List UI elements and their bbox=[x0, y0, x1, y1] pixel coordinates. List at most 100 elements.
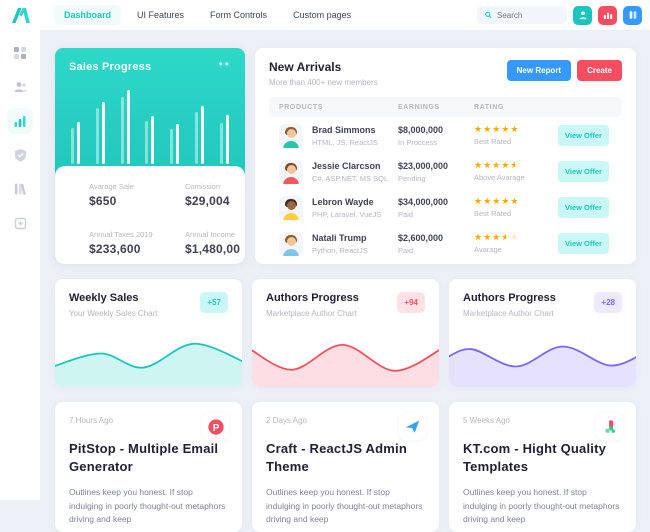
stat-label: Avarage Sale bbox=[89, 182, 134, 191]
menu-item-ui-features[interactable]: UI Features bbox=[137, 10, 185, 20]
avatar bbox=[279, 123, 303, 148]
article-title[interactable]: Craft - ReactJS Admin Theme bbox=[266, 441, 407, 475]
sidebar-item-dashboard[interactable] bbox=[7, 40, 33, 66]
view-offer-button[interactable]: View Offer bbox=[558, 233, 609, 254]
sidebar-item-new-file[interactable] bbox=[7, 210, 33, 236]
sidebar-item-library[interactable] bbox=[7, 176, 33, 202]
article-title[interactable]: KT.com - Hight Quality Templates bbox=[463, 441, 607, 475]
article-card-ktcom[interactable]: 5 Weeks Ago KT.com - Hight Quality Templ… bbox=[449, 402, 636, 532]
column-earnings: EARNINGS bbox=[398, 103, 440, 111]
menu-item-form-controls[interactable]: Form Controls bbox=[210, 10, 268, 20]
sidebar-item-users[interactable] bbox=[7, 74, 33, 100]
star-rating-icon: ★★★★★★ bbox=[474, 160, 520, 170]
card-title: Authors Progress bbox=[463, 292, 556, 304]
search-box[interactable] bbox=[477, 6, 567, 24]
stat-annual-income: Annual Income $1,480,00 bbox=[185, 230, 245, 265]
search-icon bbox=[485, 11, 492, 19]
authors-progress-card-2: Authors Progress Marketplace Author Char… bbox=[449, 279, 636, 387]
article-time: 5 Weeks Ago bbox=[463, 416, 510, 425]
sidebar-item-security[interactable] bbox=[7, 142, 33, 168]
sidebar bbox=[0, 30, 40, 500]
new-arrivals-subtitle: More than 400+ new members bbox=[269, 78, 378, 87]
stats-quick-button[interactable] bbox=[598, 5, 617, 25]
menu-item-dashboard[interactable]: Dashboard bbox=[54, 5, 122, 25]
member-name: Lebron Wayde bbox=[312, 196, 374, 207]
brand-logo-icon bbox=[12, 8, 30, 23]
rating-label: Above Avarage bbox=[474, 173, 525, 182]
view-offer-button[interactable]: View Offer bbox=[558, 161, 609, 182]
rating-label: Best Rated bbox=[474, 209, 512, 218]
rating-label: Best Rated bbox=[474, 137, 512, 146]
trend-badge: +28 bbox=[594, 292, 622, 313]
main-content: Sales Progress •• Avarage Sale $650 Comi… bbox=[40, 30, 650, 532]
rating-label: Avarage bbox=[474, 245, 502, 254]
new-report-button[interactable]: New Report bbox=[506, 60, 572, 81]
member-name: Brad Simmons bbox=[312, 124, 376, 135]
view-offer-button[interactable]: View Offer bbox=[558, 125, 609, 146]
pitstop-logo-icon: P bbox=[202, 413, 229, 440]
avatar bbox=[279, 159, 303, 184]
sales-bar-chart bbox=[71, 88, 229, 164]
search-input[interactable] bbox=[497, 10, 559, 20]
stat-value: $650 bbox=[89, 194, 117, 208]
card-title: Weekly Sales bbox=[69, 292, 139, 304]
card-subtitle: Marketplace Author Chart bbox=[463, 309, 554, 318]
trend-badge: +57 bbox=[200, 292, 228, 313]
card-subtitle: Marketplace Author Chart bbox=[266, 309, 357, 318]
member-skills: Python, ReactJS bbox=[312, 245, 368, 255]
sidebar-item-analytics[interactable] bbox=[7, 108, 33, 134]
earnings-value: $8,000,000 bbox=[398, 124, 444, 135]
table-row: Brad Simmons HTML, JS, ReactJS $8,000,00… bbox=[269, 118, 622, 153]
column-products: PRODUCTS bbox=[279, 103, 324, 111]
card-title: Authors Progress bbox=[266, 292, 359, 304]
new-arrivals-card: New Arrivals More than 400+ new members … bbox=[255, 48, 636, 264]
earnings-status: Paid bbox=[398, 245, 414, 255]
star-rating-icon: ★★★★★ bbox=[474, 196, 520, 206]
menu-item-custom-pages[interactable]: Custom pages bbox=[293, 10, 352, 20]
bar-chart-icon bbox=[603, 12, 612, 20]
shield-check-icon bbox=[14, 149, 26, 162]
chart-bars-icon bbox=[14, 116, 26, 127]
library-icon bbox=[15, 183, 26, 195]
star-rating-icon: ★★★★★ bbox=[474, 124, 520, 134]
dots-menu-icon[interactable]: •• bbox=[218, 57, 231, 71]
article-time: 2 Days Ago bbox=[266, 416, 307, 425]
card-subtitle: Your Weekly Sales Chart bbox=[69, 309, 158, 318]
stat-value: $29,004 bbox=[185, 194, 230, 208]
stat-label: Annual Income bbox=[185, 229, 236, 239]
article-title[interactable]: PitStop - Multiple Email Generator bbox=[69, 441, 219, 475]
stat-average-sale: Avarage Sale $650 bbox=[89, 182, 185, 217]
view-offer-button[interactable]: View Offer bbox=[558, 197, 609, 218]
stat-label: Annual Taxes 2019 bbox=[89, 229, 153, 239]
avatar bbox=[279, 195, 303, 220]
column-rating: RATING bbox=[474, 103, 504, 111]
member-skills: C#, ASP.NET, MS SQL bbox=[312, 173, 389, 183]
article-time: 7 Hours Ago bbox=[69, 416, 114, 425]
avatar bbox=[279, 231, 303, 256]
paper-plane-icon bbox=[399, 413, 426, 440]
area-sparkline-chart bbox=[449, 333, 636, 387]
stat-annual-taxes: Annual Taxes 2019 $233,600 bbox=[89, 230, 185, 265]
table-row: Jessie Clarcson C#, ASP.NET, MS SQL $23,… bbox=[269, 154, 622, 189]
create-button[interactable]: Create bbox=[577, 60, 622, 81]
table-row: Lebron Wayde PHP, Laravel, VueJS $34,000… bbox=[269, 190, 622, 225]
sales-progress-card: Sales Progress •• Avarage Sale $650 Comi… bbox=[55, 48, 245, 264]
area-sparkline-chart bbox=[55, 333, 242, 387]
article-body: Outlines keep you honest. If stop indulg… bbox=[266, 487, 423, 524]
earnings-status: Pending bbox=[398, 173, 426, 183]
member-skills: PHP, Laravel, VueJS bbox=[312, 209, 382, 219]
brand-lambda-logo[interactable] bbox=[0, 5, 42, 25]
article-card-craft[interactable]: 2 Days Ago Craft - ReactJS Admin Theme O… bbox=[252, 402, 439, 532]
user-quick-button[interactable] bbox=[573, 5, 592, 25]
main-menu: Dashboard UI Features Form Controls Cust… bbox=[54, 5, 361, 25]
file-plus-icon bbox=[14, 217, 26, 229]
earnings-value: $34,000,000 bbox=[398, 196, 449, 207]
member-name: Natali Trump bbox=[312, 232, 367, 243]
earnings-value: $23,000,000 bbox=[398, 160, 449, 171]
earnings-status: Paid bbox=[398, 209, 414, 219]
table-header: PRODUCTS EARNINGS RATING bbox=[269, 97, 622, 117]
article-card-pitstop[interactable]: 7 Hours Ago P PitStop - Multiple Email G… bbox=[55, 402, 242, 532]
sales-progress-title: Sales Progress bbox=[69, 61, 152, 73]
layout-quick-button[interactable] bbox=[623, 5, 642, 25]
table-row: Natali Trump Python, ReactJS $2,600,000 … bbox=[269, 226, 622, 261]
